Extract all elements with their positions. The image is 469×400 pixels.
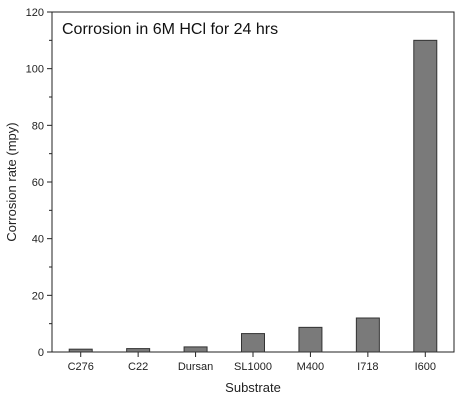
- bar-c22: [126, 348, 151, 353]
- x-tick-label: SL1000: [234, 361, 272, 373]
- bars: [68, 39, 438, 353]
- x-tick-label: I718: [357, 361, 378, 373]
- y-tick-label: 40: [32, 234, 44, 246]
- chart-title: Corrosion in 6M HCl for 24 hrs: [62, 21, 278, 38]
- plot-frame: [51, 11, 455, 353]
- bar-sl1000: [241, 333, 265, 353]
- y-tick-label: 100: [26, 64, 44, 76]
- bar-m400: [298, 326, 323, 353]
- bar-c276: [68, 348, 93, 353]
- bar-i600: [413, 39, 438, 353]
- x-tick-label: M400: [297, 361, 325, 373]
- y-tick-label: 0: [38, 347, 44, 359]
- y-axis-ticks: 0 20 40 60 80 100 120: [26, 7, 52, 359]
- y-tick-label: 80: [32, 120, 44, 132]
- y-tick-label: 20: [32, 290, 44, 302]
- y-tick-label: 60: [32, 177, 44, 189]
- plot-border: [51, 11, 455, 353]
- x-tick-label: I600: [415, 361, 436, 373]
- bar-dursan: [183, 346, 208, 353]
- y-axis-title: Corrosion rate (mpy): [4, 122, 19, 241]
- y-tick-label: 120: [26, 7, 44, 19]
- x-axis-title: Substrate: [225, 380, 281, 395]
- x-tick-label: Dursan: [178, 361, 213, 373]
- bar-i718: [355, 317, 380, 353]
- x-axis-ticks: C276 C22 Dursan SL1000 M400 I718 I600: [68, 352, 436, 373]
- x-tick-label: C276: [68, 361, 94, 373]
- x-tick-label: C22: [128, 361, 148, 373]
